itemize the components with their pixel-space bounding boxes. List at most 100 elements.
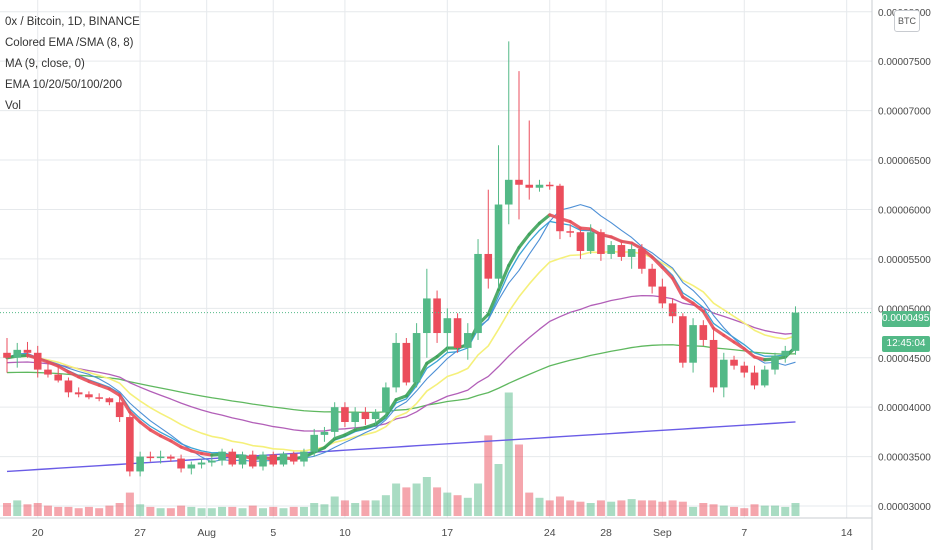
volume-bar xyxy=(146,506,155,516)
colored-ema-segment xyxy=(199,451,214,457)
volume-bar xyxy=(535,497,544,516)
volume-bar xyxy=(525,492,534,516)
volume-bar xyxy=(238,508,247,516)
volume-bar xyxy=(125,492,134,516)
candle-body xyxy=(218,451,226,461)
candle-body xyxy=(504,179,513,205)
indicator-label: MA (9, close, 0) xyxy=(5,58,85,70)
candle-body xyxy=(351,412,359,423)
volume-bar xyxy=(320,504,329,516)
candle-body xyxy=(23,349,32,353)
candle-body xyxy=(228,451,237,465)
currency-badge[interactable]: BTC xyxy=(894,10,920,32)
candle-body xyxy=(208,460,216,463)
volume-bar xyxy=(433,487,442,516)
colored-ema-segment xyxy=(46,360,60,368)
colored-ema-segment xyxy=(148,428,163,438)
y-tick-label: 0.00003500 xyxy=(878,453,931,464)
candle-body xyxy=(341,407,349,423)
colored-ema-segment xyxy=(486,288,501,316)
volume-bar xyxy=(177,505,186,516)
candle-body xyxy=(484,253,493,279)
colored-ema-segment xyxy=(343,428,357,437)
volume-bar xyxy=(719,505,728,516)
candle-body xyxy=(330,407,339,432)
volume-bar xyxy=(23,504,32,516)
y-tick-label: 0.00003000 xyxy=(878,502,931,513)
volume-bar xyxy=(371,500,380,516)
candle-body xyxy=(709,339,718,388)
x-tick-label: Aug xyxy=(197,527,216,539)
x-tick-label: Sep xyxy=(653,527,672,539)
candle-body xyxy=(494,204,503,279)
volume-bar xyxy=(166,508,175,516)
colored-ema-segment xyxy=(722,333,736,344)
volume-bar xyxy=(422,477,431,516)
volume-bar xyxy=(709,504,718,516)
volume-bar xyxy=(64,506,73,516)
volume-bar xyxy=(13,500,22,516)
candle-body xyxy=(33,352,42,370)
candle-body xyxy=(259,454,267,467)
candle-body xyxy=(720,359,728,388)
volume-bar xyxy=(648,500,657,516)
candle-body xyxy=(371,412,380,420)
candle-body xyxy=(167,456,175,459)
candle-body xyxy=(156,456,165,459)
colored-ema-segment xyxy=(691,301,705,314)
colored-ema-segment xyxy=(169,439,183,449)
colored-ema-segment xyxy=(701,309,716,330)
colored-ema-segment xyxy=(537,213,552,225)
volume-bar xyxy=(351,503,360,516)
volume-bar xyxy=(412,483,421,516)
candle-body xyxy=(576,232,585,251)
y-tick-label: 0.00007000 xyxy=(878,107,931,118)
candle-body xyxy=(515,179,523,185)
volume-bar xyxy=(115,503,124,516)
x-tick-label: 7 xyxy=(741,527,747,539)
colored-ema-segment xyxy=(435,346,449,359)
volume-bar xyxy=(105,505,114,516)
volume-bar xyxy=(566,500,575,516)
colored-ema-segment xyxy=(374,414,388,426)
candle-body xyxy=(453,318,462,348)
volume-bar xyxy=(760,505,769,516)
y-tick-label: 0.00005500 xyxy=(878,255,931,266)
ema-200-line xyxy=(6,421,796,473)
volume-bar xyxy=(402,487,411,516)
candle-body xyxy=(64,380,73,393)
volume-bar xyxy=(658,501,667,516)
volume-bar xyxy=(627,499,636,516)
volume-bar xyxy=(781,506,790,516)
volume-bar xyxy=(269,506,278,516)
x-tick-label: 5 xyxy=(270,527,276,539)
colored-ema-segment xyxy=(425,355,439,365)
candle-body xyxy=(320,431,329,435)
candle-body xyxy=(689,325,697,363)
colored-ema-segment xyxy=(118,393,132,414)
candle-body xyxy=(474,253,482,334)
volume-bar xyxy=(74,508,83,516)
candle-body xyxy=(402,342,411,383)
chart-legend: 0x / Bitcoin, 1D, BINANCE Colored EMA /S… xyxy=(5,12,140,117)
candle-body xyxy=(781,350,790,356)
y-tick-label: 0.00004000 xyxy=(878,403,931,414)
candle-body xyxy=(750,372,759,386)
candle-body xyxy=(187,464,196,469)
ema-50-line xyxy=(6,294,796,432)
candle-body xyxy=(586,232,595,251)
candle-body xyxy=(791,312,800,351)
colored-ema-segment xyxy=(630,241,644,251)
colored-ema-segment xyxy=(650,255,664,270)
colored-ema-segment xyxy=(619,239,634,245)
y-tick-label: 0.00007500 xyxy=(878,57,931,68)
colored-ema-segment xyxy=(138,420,152,432)
candle-body xyxy=(279,453,288,465)
volume-bar xyxy=(689,506,698,516)
colored-ema-segment xyxy=(732,340,746,351)
volume-bar xyxy=(361,500,370,516)
volume-bar xyxy=(330,496,339,516)
colored-ema-segment xyxy=(609,235,624,243)
candle-body xyxy=(556,185,564,232)
